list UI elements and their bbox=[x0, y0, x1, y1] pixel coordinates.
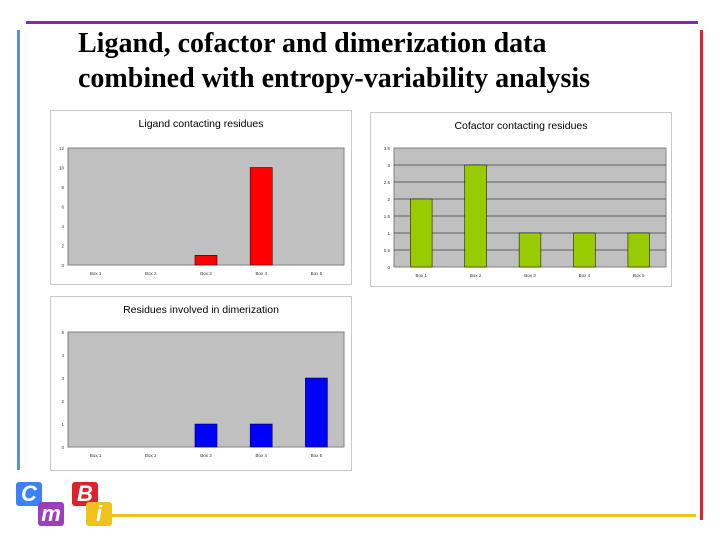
bottom-rule bbox=[100, 514, 696, 517]
bar bbox=[249, 423, 273, 448]
bar bbox=[194, 423, 218, 448]
right-rule bbox=[700, 30, 703, 520]
bar bbox=[518, 232, 542, 268]
cofactor-chart-panel: Cofactor contacting residues 0 0.5 1 1.5 2 2.5… bbox=[370, 112, 672, 287]
chart-svg: Cofactor contacting residues 0 0.5 1 1.5 2 2.5… bbox=[370, 112, 672, 287]
y-tick-label: 0 bbox=[61, 263, 64, 268]
x-tick-label: Box 2 bbox=[145, 271, 157, 276]
x-tick-label: Box 4 bbox=[579, 273, 591, 278]
x-tick-label: Box 3 bbox=[200, 453, 212, 458]
y-tick-label: 1 bbox=[387, 231, 390, 236]
logo-letter-m: m bbox=[38, 502, 64, 526]
slide-title-line-1: Ligand, cofactor and dimerization data bbox=[78, 28, 547, 59]
bar bbox=[627, 232, 650, 268]
x-tick-label: Box 1 bbox=[415, 273, 427, 278]
logo-letter-c: C bbox=[16, 482, 42, 506]
x-tick-label: Box 3 bbox=[200, 271, 212, 276]
y-tick-label: 2 bbox=[387, 197, 390, 202]
chart-svg: Ligand contacting residues 0 2 4 6 8 10 12 Box 1… bbox=[50, 110, 352, 285]
x-tick-label: Box 2 bbox=[145, 453, 157, 458]
x-tick-label: Box 2 bbox=[470, 273, 482, 278]
y-tick-label: 4 bbox=[61, 353, 64, 358]
y-tick-label: 3.5 bbox=[384, 146, 391, 151]
x-tick-label: Box 4 bbox=[255, 453, 267, 458]
logo-letter-i: i bbox=[86, 502, 112, 526]
chart-title: Cofactor contacting residues bbox=[454, 120, 587, 132]
x-tick-label: Box 1 bbox=[90, 453, 102, 458]
y-tick-label: 6 bbox=[61, 205, 64, 210]
left-rule bbox=[17, 30, 20, 470]
bar bbox=[464, 164, 487, 268]
y-tick-label: 3 bbox=[387, 163, 390, 168]
y-tick-label: 2.5 bbox=[384, 180, 391, 185]
x-tick-label: Box 5 bbox=[311, 453, 323, 458]
ligand-chart-panel: Ligand contacting residues 0 2 4 6 8 10 12 Box 1… bbox=[50, 110, 352, 285]
y-tick-label: 12 bbox=[59, 146, 65, 151]
chart-title: Ligand contacting residues bbox=[139, 118, 264, 130]
chart-title: Residues involved in dimerization bbox=[123, 304, 279, 316]
y-tick-label: 1.5 bbox=[384, 214, 391, 219]
x-tick-label: Box 5 bbox=[311, 271, 323, 276]
bar bbox=[305, 377, 328, 448]
bar bbox=[573, 232, 596, 268]
y-tick-label: 2 bbox=[61, 244, 64, 249]
bar bbox=[410, 198, 433, 268]
y-tick-label: 0 bbox=[387, 265, 390, 270]
plot-area bbox=[67, 147, 345, 266]
x-tick-label: Box 3 bbox=[524, 273, 536, 278]
y-tick-label: 4 bbox=[61, 224, 64, 229]
top-rule bbox=[26, 21, 698, 24]
slide-title-line-2: combined with entropy-variability analys… bbox=[78, 63, 591, 94]
bar bbox=[194, 255, 218, 266]
x-tick-label: Box 4 bbox=[255, 271, 267, 276]
y-tick-label: 3 bbox=[61, 376, 64, 381]
chart-svg: Residues involved in dimerization 0 1 2 3 4 5 B… bbox=[50, 296, 352, 471]
y-tick-label: 1 bbox=[61, 422, 64, 427]
y-tick-label: 5 bbox=[61, 330, 64, 335]
y-tick-label: 8 bbox=[61, 185, 64, 190]
dimerization-chart-panel: Residues involved in dimerization 0 1 2 3 4 5 B… bbox=[50, 296, 352, 471]
y-tick-label: 10 bbox=[59, 166, 65, 171]
slide-title: Ligand, cofactor and dimerization data c… bbox=[78, 26, 688, 96]
y-tick-label: 0 bbox=[61, 445, 64, 450]
x-tick-label: Box 1 bbox=[90, 271, 102, 276]
x-tick-label: Box 5 bbox=[633, 273, 645, 278]
cmbi-logo: C B m i bbox=[12, 480, 112, 528]
y-tick-label: 2 bbox=[61, 399, 64, 404]
bar bbox=[249, 167, 273, 266]
y-tick-label: 0.5 bbox=[384, 248, 391, 253]
